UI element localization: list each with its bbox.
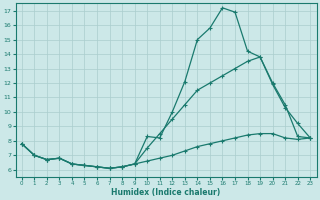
X-axis label: Humidex (Indice chaleur): Humidex (Indice chaleur) [111,188,221,197]
